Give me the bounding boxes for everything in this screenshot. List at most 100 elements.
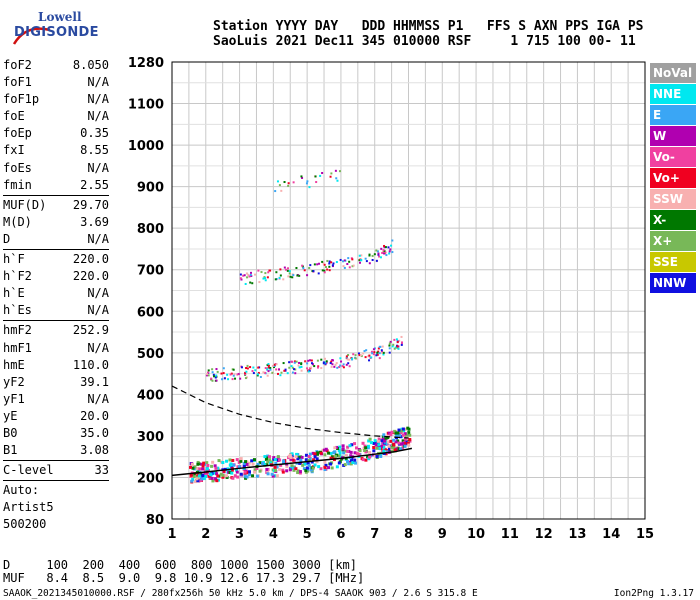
echo-point bbox=[370, 350, 373, 353]
echo-point bbox=[347, 462, 351, 466]
echo-point bbox=[288, 453, 292, 457]
param-value: 3.69 bbox=[80, 214, 109, 229]
echo-point bbox=[388, 342, 391, 345]
echo-point bbox=[397, 428, 401, 432]
echo-point bbox=[307, 464, 311, 468]
echo-point bbox=[310, 362, 313, 365]
echo-point bbox=[289, 275, 292, 278]
echo-point bbox=[329, 456, 333, 460]
logo-swoosh-icon bbox=[12, 27, 51, 45]
digisonde-logo bbox=[6, 8, 86, 48]
echo-point bbox=[357, 452, 361, 456]
echo-point bbox=[388, 351, 391, 354]
echo-point bbox=[313, 365, 316, 368]
echo-point bbox=[206, 463, 210, 467]
echo-point bbox=[333, 365, 336, 368]
echo-point bbox=[388, 344, 391, 347]
x-tick-label: 2 bbox=[201, 527, 210, 542]
echo-point bbox=[364, 446, 368, 450]
x-tick-label: 5 bbox=[303, 527, 312, 542]
echo-point bbox=[313, 455, 317, 459]
x-tick-label: 8 bbox=[404, 527, 413, 542]
echo-point bbox=[393, 347, 396, 350]
echo-point bbox=[288, 468, 292, 472]
echo-point bbox=[358, 261, 361, 264]
echo-point bbox=[234, 468, 238, 472]
param-row: B1 3.08 bbox=[3, 442, 109, 459]
echo-point bbox=[400, 442, 404, 446]
param-name: foEs bbox=[3, 160, 32, 175]
echo-point bbox=[317, 465, 321, 469]
echo-point bbox=[331, 264, 334, 267]
echo-point bbox=[221, 475, 225, 479]
echo-point bbox=[206, 373, 209, 376]
echo-point bbox=[279, 374, 282, 377]
echo-point bbox=[375, 249, 378, 252]
echo-point bbox=[301, 264, 304, 267]
echo-point bbox=[390, 244, 393, 247]
echo-point bbox=[211, 479, 215, 483]
echo-point bbox=[275, 465, 279, 469]
echo-point bbox=[367, 355, 370, 358]
station-header: Station YYYY DAY DDD HHMMSS P1 FFS S AXN… bbox=[213, 19, 643, 49]
echo-point bbox=[308, 452, 312, 456]
param-row: fxI 8.55 bbox=[3, 142, 109, 159]
echo-point bbox=[229, 462, 233, 466]
echo-point bbox=[278, 467, 282, 471]
muf-table: D 100 200 400 600 800 1000 1500 3000 [km… bbox=[3, 559, 364, 585]
x-tick-label: 15 bbox=[636, 527, 654, 542]
echo-point bbox=[273, 465, 277, 469]
echo-point bbox=[226, 373, 229, 376]
echo-point bbox=[267, 370, 270, 373]
echo-point bbox=[367, 439, 371, 443]
echo-point bbox=[244, 371, 247, 374]
echo-point bbox=[205, 461, 209, 465]
echo-point bbox=[387, 444, 391, 448]
echo-point bbox=[231, 476, 235, 480]
echo-point bbox=[403, 437, 407, 441]
echo-point bbox=[389, 433, 393, 437]
echo-point bbox=[213, 375, 216, 378]
echo-point bbox=[375, 354, 378, 357]
echo-point bbox=[345, 356, 348, 359]
legend-item-nnw: NNW bbox=[650, 273, 696, 293]
echo-point bbox=[266, 276, 269, 279]
echo-point bbox=[292, 274, 295, 277]
echo-point bbox=[273, 469, 277, 473]
echo-point bbox=[332, 262, 335, 265]
echo-point bbox=[309, 264, 312, 267]
param-name: 500200 bbox=[3, 517, 47, 532]
echo-point bbox=[207, 371, 210, 374]
echo-point bbox=[396, 431, 400, 435]
echo-point bbox=[393, 429, 397, 433]
echo-point bbox=[323, 361, 326, 364]
echo-point bbox=[283, 369, 286, 372]
echo-point bbox=[198, 467, 202, 471]
echo-point bbox=[304, 458, 308, 462]
echo-point bbox=[339, 364, 342, 367]
echo-point bbox=[330, 172, 333, 175]
param-name: hmF2 bbox=[3, 323, 32, 338]
echo-point bbox=[363, 444, 367, 448]
echo-point bbox=[368, 359, 371, 362]
echo-point bbox=[377, 446, 381, 450]
param-value: 33 bbox=[94, 463, 109, 478]
echo-point bbox=[212, 373, 215, 376]
echo-point bbox=[403, 441, 407, 445]
echo-point bbox=[308, 186, 311, 189]
echo-point bbox=[323, 357, 326, 360]
param-value: 39.1 bbox=[80, 374, 109, 389]
echo-point bbox=[342, 451, 346, 455]
echo-point bbox=[403, 444, 407, 448]
echo-point bbox=[213, 471, 217, 475]
echo-point bbox=[396, 439, 400, 443]
echo-point bbox=[274, 461, 278, 465]
echo-point bbox=[348, 260, 351, 263]
echo-point bbox=[295, 266, 298, 269]
echo-point bbox=[320, 367, 323, 370]
echo-point bbox=[252, 366, 255, 369]
echo-point bbox=[194, 480, 198, 484]
echo-point bbox=[361, 441, 365, 445]
header-labels: Station YYYY DAY DDD HHMMSS P1 FFS S AXN… bbox=[213, 19, 644, 34]
echo-point bbox=[364, 257, 367, 260]
